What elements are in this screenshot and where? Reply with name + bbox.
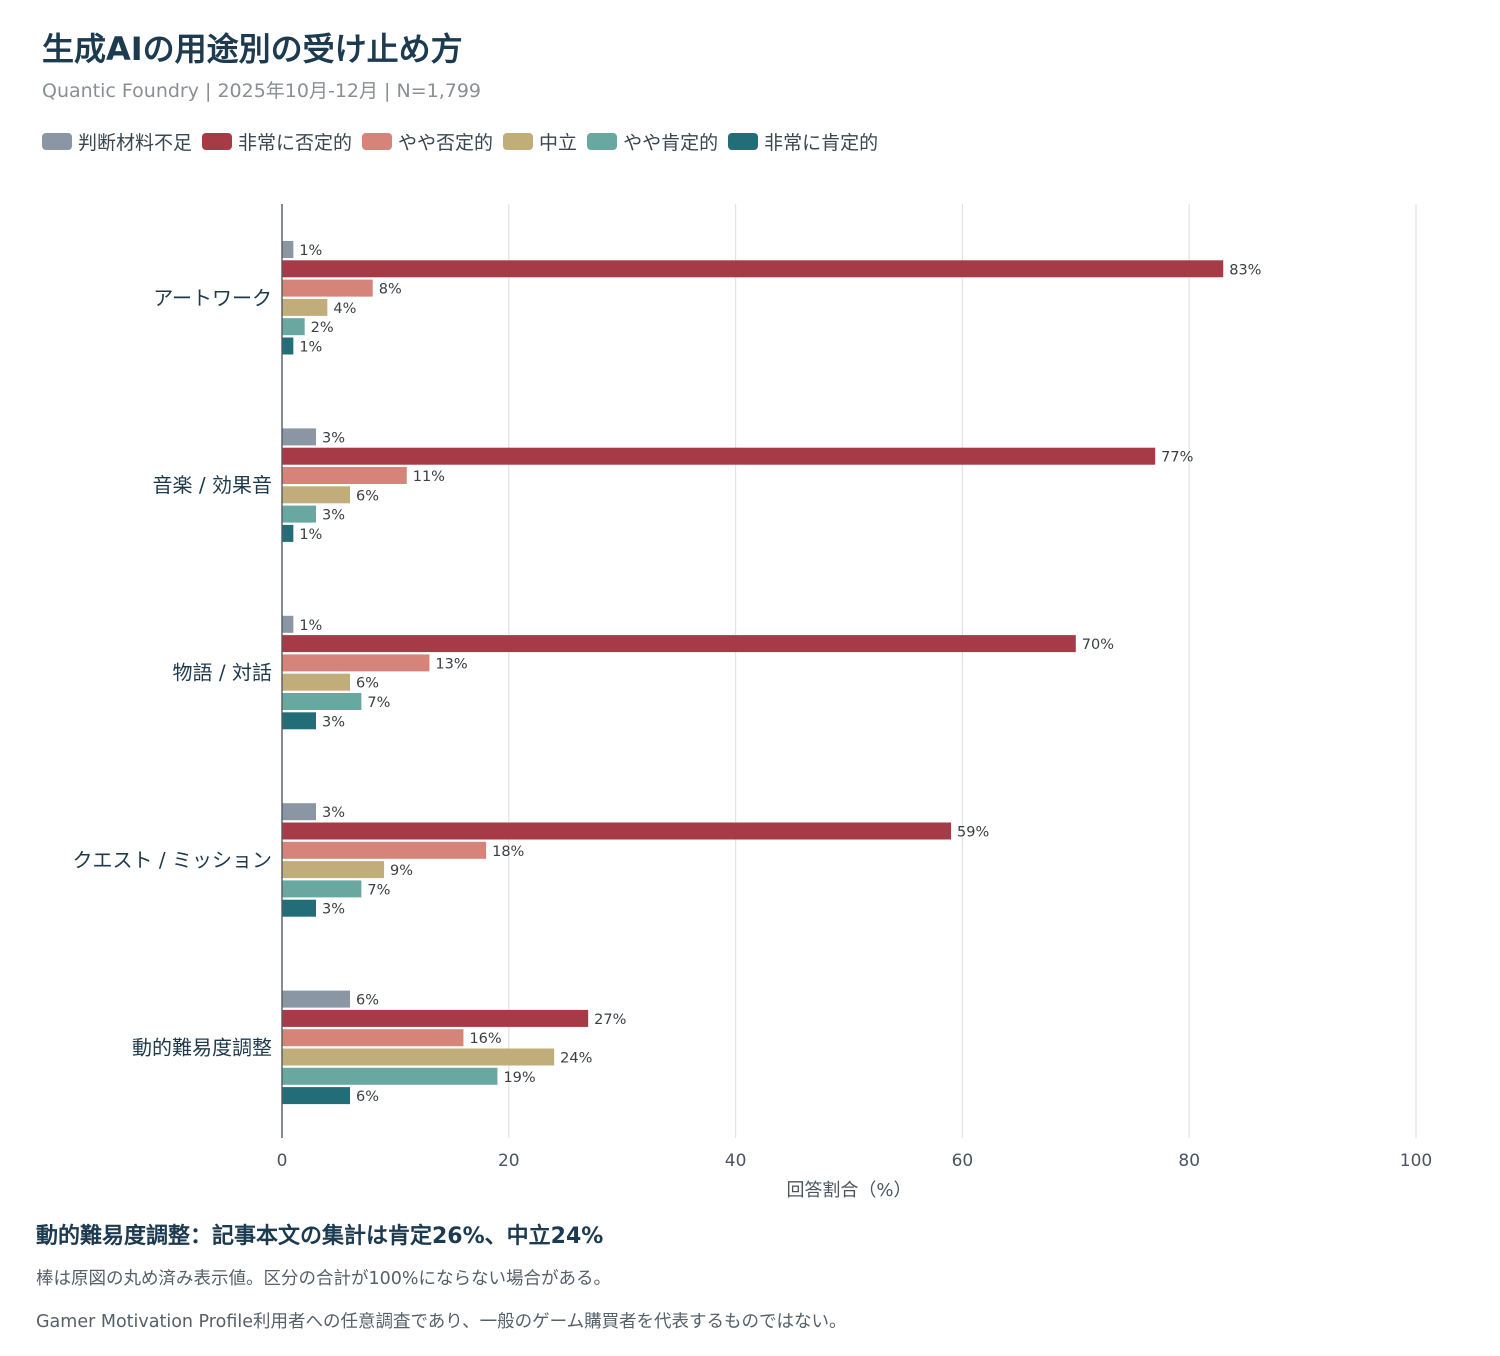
bar-1-0 [282, 428, 317, 446]
note-line-1: 棒は原図の丸め済み表示値。区分の合計が100%にならない場合がある。 [36, 1269, 612, 1289]
data-label-4-3: 24% [560, 1051, 592, 1067]
legend-swatch-2 [362, 133, 393, 150]
data-label-0-3: 4% [333, 301, 356, 317]
legend-item-0: 判断材料不足 [42, 128, 192, 155]
bar-1-1 [282, 447, 1156, 465]
category-label-3: クエスト / ミッション [73, 848, 272, 872]
category-label-0: アートワーク [153, 286, 272, 310]
legend: 判断材料不足 非常に否定的 やや否定的 中立 やや肯定的 非常に肯定的 [42, 128, 888, 155]
x-axis-label: 回答割合（%） [786, 1180, 911, 1201]
bar-2-3 [282, 673, 351, 691]
data-label-4-2: 16% [469, 1031, 501, 1047]
legend-label-5: 非常に肯定的 [764, 132, 879, 154]
bar-3-2 [282, 841, 487, 859]
data-label-3-4: 7% [367, 882, 390, 898]
note-heading: 動的難易度調整：記事本文の集計は肯定26%、中立24% [36, 1224, 604, 1249]
chart-title: 生成AIの用途別の受け止め方 [42, 30, 463, 68]
data-label-4-4: 19% [503, 1070, 535, 1086]
legend-swatch-3 [503, 133, 534, 150]
data-label-2-2: 13% [435, 656, 467, 672]
data-label-0-5: 1% [299, 340, 322, 356]
data-label-2-3: 6% [356, 676, 379, 692]
data-label-2-5: 3% [322, 714, 345, 730]
bar-0-4 [282, 318, 305, 336]
data-label-4-5: 6% [356, 1089, 379, 1105]
data-label-0-0: 1% [299, 243, 322, 259]
data-label-0-4: 2% [311, 320, 334, 336]
legend-item-1: 非常に否定的 [202, 128, 352, 155]
bar-4-1 [282, 1009, 589, 1027]
x-tick-label-1: 20 [498, 1151, 520, 1171]
x-tick-label-3: 60 [952, 1151, 974, 1171]
legend-item-3: 中立 [503, 128, 577, 155]
x-tick-label-0: 0 [277, 1151, 288, 1171]
bar-2-2 [282, 654, 430, 672]
category-label-4: 動的難易度調整 [132, 1035, 272, 1059]
data-label-1-2: 11% [413, 469, 445, 485]
data-label-0-1: 83% [1229, 262, 1261, 278]
legend-swatch-5 [728, 133, 759, 150]
bar-1-2 [282, 467, 407, 484]
bar-4-3 [282, 1048, 555, 1066]
bar-2-1 [282, 635, 1076, 653]
bar-4-0 [282, 990, 351, 1008]
legend-item-4: やや肯定的 [587, 128, 718, 155]
bar-0-3 [282, 298, 328, 316]
legend-swatch-4 [587, 133, 618, 150]
data-label-4-0: 6% [356, 993, 379, 1009]
data-label-1-5: 1% [299, 527, 322, 543]
legend-label-2: やや否定的 [398, 132, 494, 154]
data-label-1-1: 77% [1161, 450, 1193, 466]
chart-subtitle: Quantic Foundry | 2025年10月-12月 | N=1,799 [42, 80, 482, 102]
data-label-3-2: 18% [492, 844, 524, 860]
data-label-3-0: 3% [322, 805, 345, 821]
bar-3-3 [282, 861, 385, 879]
bar-4-4 [282, 1067, 498, 1085]
note-line-2: Gamer Motivation Profile利用者への任意調査であり、一般の… [36, 1312, 847, 1332]
legend-swatch-1 [202, 133, 233, 150]
bar-0-5 [282, 337, 294, 355]
data-label-1-3: 6% [356, 488, 379, 504]
data-label-2-0: 1% [299, 618, 322, 634]
bar-0-0 [282, 241, 294, 258]
bar-1-3 [282, 486, 351, 504]
legend-label-0: 判断材料不足 [78, 132, 193, 154]
legend-label-1: 非常に否定的 [238, 132, 353, 154]
bar-4-5 [282, 1087, 351, 1105]
category-label-2: 物語 / 対話 [173, 661, 272, 685]
data-label-2-1: 70% [1082, 637, 1114, 653]
data-label-0-2: 8% [379, 282, 402, 298]
x-tick-label-4: 80 [1178, 1151, 1200, 1171]
bar-0-2 [282, 279, 373, 297]
legend-swatch-0 [42, 133, 72, 150]
bar-2-0 [282, 615, 294, 633]
x-tick-label-2: 40 [725, 1151, 747, 1171]
data-label-3-3: 9% [390, 863, 413, 879]
data-label-3-1: 59% [957, 825, 989, 841]
bar-2-5 [282, 712, 317, 730]
bar-chart: 0 20 40 60 80 100 回答割合（%） アートワーク 1% 83% 8% 4% 2% 1% 音楽… [73, 204, 1432, 1201]
data-label-1-0: 3% [322, 430, 345, 446]
data-label-2-4: 7% [367, 695, 390, 711]
bar-3-5 [282, 899, 317, 917]
legend-label-4: やや肯定的 [623, 132, 719, 154]
x-tick-label-5: 100 [1400, 1151, 1432, 1171]
data-label-1-4: 3% [322, 508, 345, 524]
legend-item-5: 非常に肯定的 [728, 128, 878, 155]
bar-1-4 [282, 505, 317, 523]
bar-2-4 [282, 693, 362, 710]
legend-label-3: 中立 [539, 132, 578, 154]
data-label-3-5: 3% [322, 902, 345, 918]
legend-item-2: やや否定的 [362, 128, 493, 155]
data-label-4-1: 27% [594, 1012, 626, 1028]
bar-3-0 [282, 803, 317, 821]
bar-0-1 [282, 260, 1224, 278]
bar-3-4 [282, 880, 362, 898]
bar-1-5 [282, 524, 294, 542]
bar-3-1 [282, 822, 952, 840]
bar-4-2 [282, 1029, 464, 1047]
category-label-1: 音楽 / 効果音 [153, 473, 272, 497]
